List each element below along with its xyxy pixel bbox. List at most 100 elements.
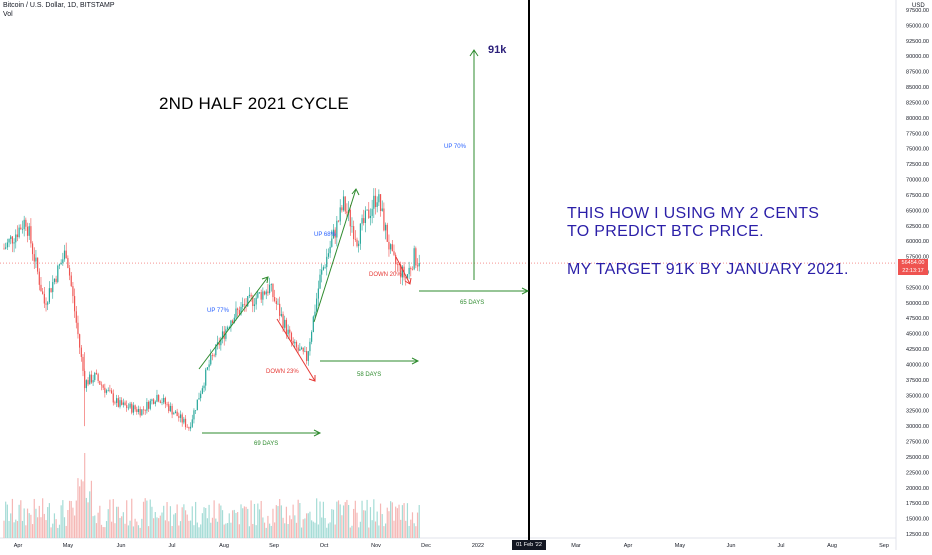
candle-body <box>33 254 35 262</box>
y-tick-label: 60000.00 <box>906 239 929 245</box>
candle-body <box>374 195 377 207</box>
volume-bar <box>405 520 407 538</box>
volume-bar <box>290 519 293 538</box>
volume-bar <box>85 497 87 538</box>
label-65-days[interactable]: 65 DAYS <box>460 300 485 306</box>
candle-body <box>416 265 419 267</box>
volume-bar <box>247 508 249 538</box>
volume-bar <box>226 523 229 538</box>
x-tick-label: Oct <box>320 543 329 549</box>
candle-body <box>181 414 183 423</box>
volume-bar <box>87 502 89 538</box>
symbol-title[interactable]: Bitcoin / U.S. Dollar, 1D, BITSTAMP <box>3 2 115 9</box>
candle-body <box>339 207 341 222</box>
volume-bar <box>393 520 395 538</box>
drawings <box>198 0 530 540</box>
label-up-68[interactable]: UP 68% <box>314 232 336 238</box>
candles <box>3 188 420 432</box>
x-tick-label: Dec <box>421 543 431 549</box>
candle-body <box>193 410 195 420</box>
volume-bar <box>156 517 158 538</box>
y-tick-label: 20000.00 <box>906 486 929 492</box>
arrow-65-days-head <box>521 287 530 295</box>
x-tick-label: Apr <box>14 543 23 549</box>
candle-body <box>267 291 269 294</box>
x-tick-label: Mar <box>571 543 581 549</box>
volume-bar <box>48 503 50 538</box>
candle-body <box>92 380 94 383</box>
arrow-down-20[interactable] <box>395 256 411 285</box>
volume-bar <box>354 500 356 538</box>
candle-body <box>134 405 136 410</box>
volume-bar <box>30 514 32 538</box>
candle-body <box>400 264 402 278</box>
candle-body <box>287 329 289 335</box>
volume-bar <box>52 523 54 538</box>
candle-body <box>45 303 47 305</box>
volume-bar <box>193 525 195 538</box>
cycle-title[interactable]: 2ND HALF 2021 CYCLE <box>159 94 349 113</box>
volume-bar <box>131 498 133 538</box>
candle-body <box>40 284 42 292</box>
label-69-days[interactable]: 69 DAYS <box>254 441 279 447</box>
volume-label[interactable]: Vol <box>3 11 13 18</box>
candle-body <box>142 409 145 411</box>
volume-bar <box>250 500 252 538</box>
candle-body <box>97 374 99 381</box>
candle-body <box>126 405 128 408</box>
label-down-20[interactable]: DOWN 20% <box>369 272 402 278</box>
volume-bar <box>13 522 15 538</box>
candle-body <box>146 401 148 411</box>
volume-bar <box>208 504 210 538</box>
candle-body <box>122 402 124 405</box>
message-line-1[interactable]: THIS HOW I USING MY 2 CENTS <box>567 205 820 222</box>
volume-bar <box>159 515 161 538</box>
candle-body <box>312 316 314 333</box>
price-axis[interactable] <box>896 0 932 550</box>
candle-body <box>262 291 264 300</box>
arrow-69-days-head <box>313 429 322 437</box>
candle-body <box>79 334 81 348</box>
volume-bar <box>211 517 214 538</box>
label-down-23[interactable]: DOWN 23% <box>266 369 299 375</box>
candle-body <box>216 342 219 345</box>
volume-bar <box>228 513 230 538</box>
volume-bar <box>16 521 19 538</box>
y-tick-label: 12500.00 <box>906 532 929 538</box>
candle-body <box>379 194 382 211</box>
label-up-77[interactable]: UP 77% <box>207 308 229 314</box>
volume-bar <box>158 518 160 538</box>
target-line[interactable]: MY TARGET 91K BY JANUARY 2021. <box>567 261 849 278</box>
y-tick-label: 40000.00 <box>906 362 929 368</box>
label-58-days[interactable]: 58 DAYS <box>357 372 382 378</box>
volume-bar <box>141 518 143 538</box>
volume-bar <box>117 506 119 538</box>
volume-bar <box>68 500 71 538</box>
candle-body <box>124 402 126 406</box>
candle-body <box>290 332 293 341</box>
volume-bar <box>275 505 277 538</box>
message-line-2[interactable]: TO PREDICT BTC PRICE. <box>567 223 764 240</box>
y-tick-label: 15000.00 <box>906 517 929 523</box>
volume-bar <box>206 518 209 538</box>
candle-body <box>277 303 279 305</box>
candle-body <box>373 195 375 209</box>
volume-bar <box>126 500 128 538</box>
volume-bar <box>263 522 266 538</box>
arrow-up-77[interactable] <box>198 276 269 370</box>
arrow-up-68[interactable] <box>313 188 357 323</box>
arrow-down-23-head <box>308 375 316 382</box>
candle-body <box>250 294 252 297</box>
candle-body <box>169 405 172 412</box>
volume-bar <box>279 498 281 538</box>
candle-body <box>38 271 40 285</box>
volume-bar <box>74 515 76 538</box>
target-value-label[interactable]: 91k <box>488 44 507 56</box>
candle-body <box>147 401 150 409</box>
candle-body <box>16 234 19 238</box>
label-up-70[interactable]: UP 70% <box>444 144 466 150</box>
candle-body <box>28 226 30 236</box>
arrow-down-23[interactable] <box>276 318 316 382</box>
